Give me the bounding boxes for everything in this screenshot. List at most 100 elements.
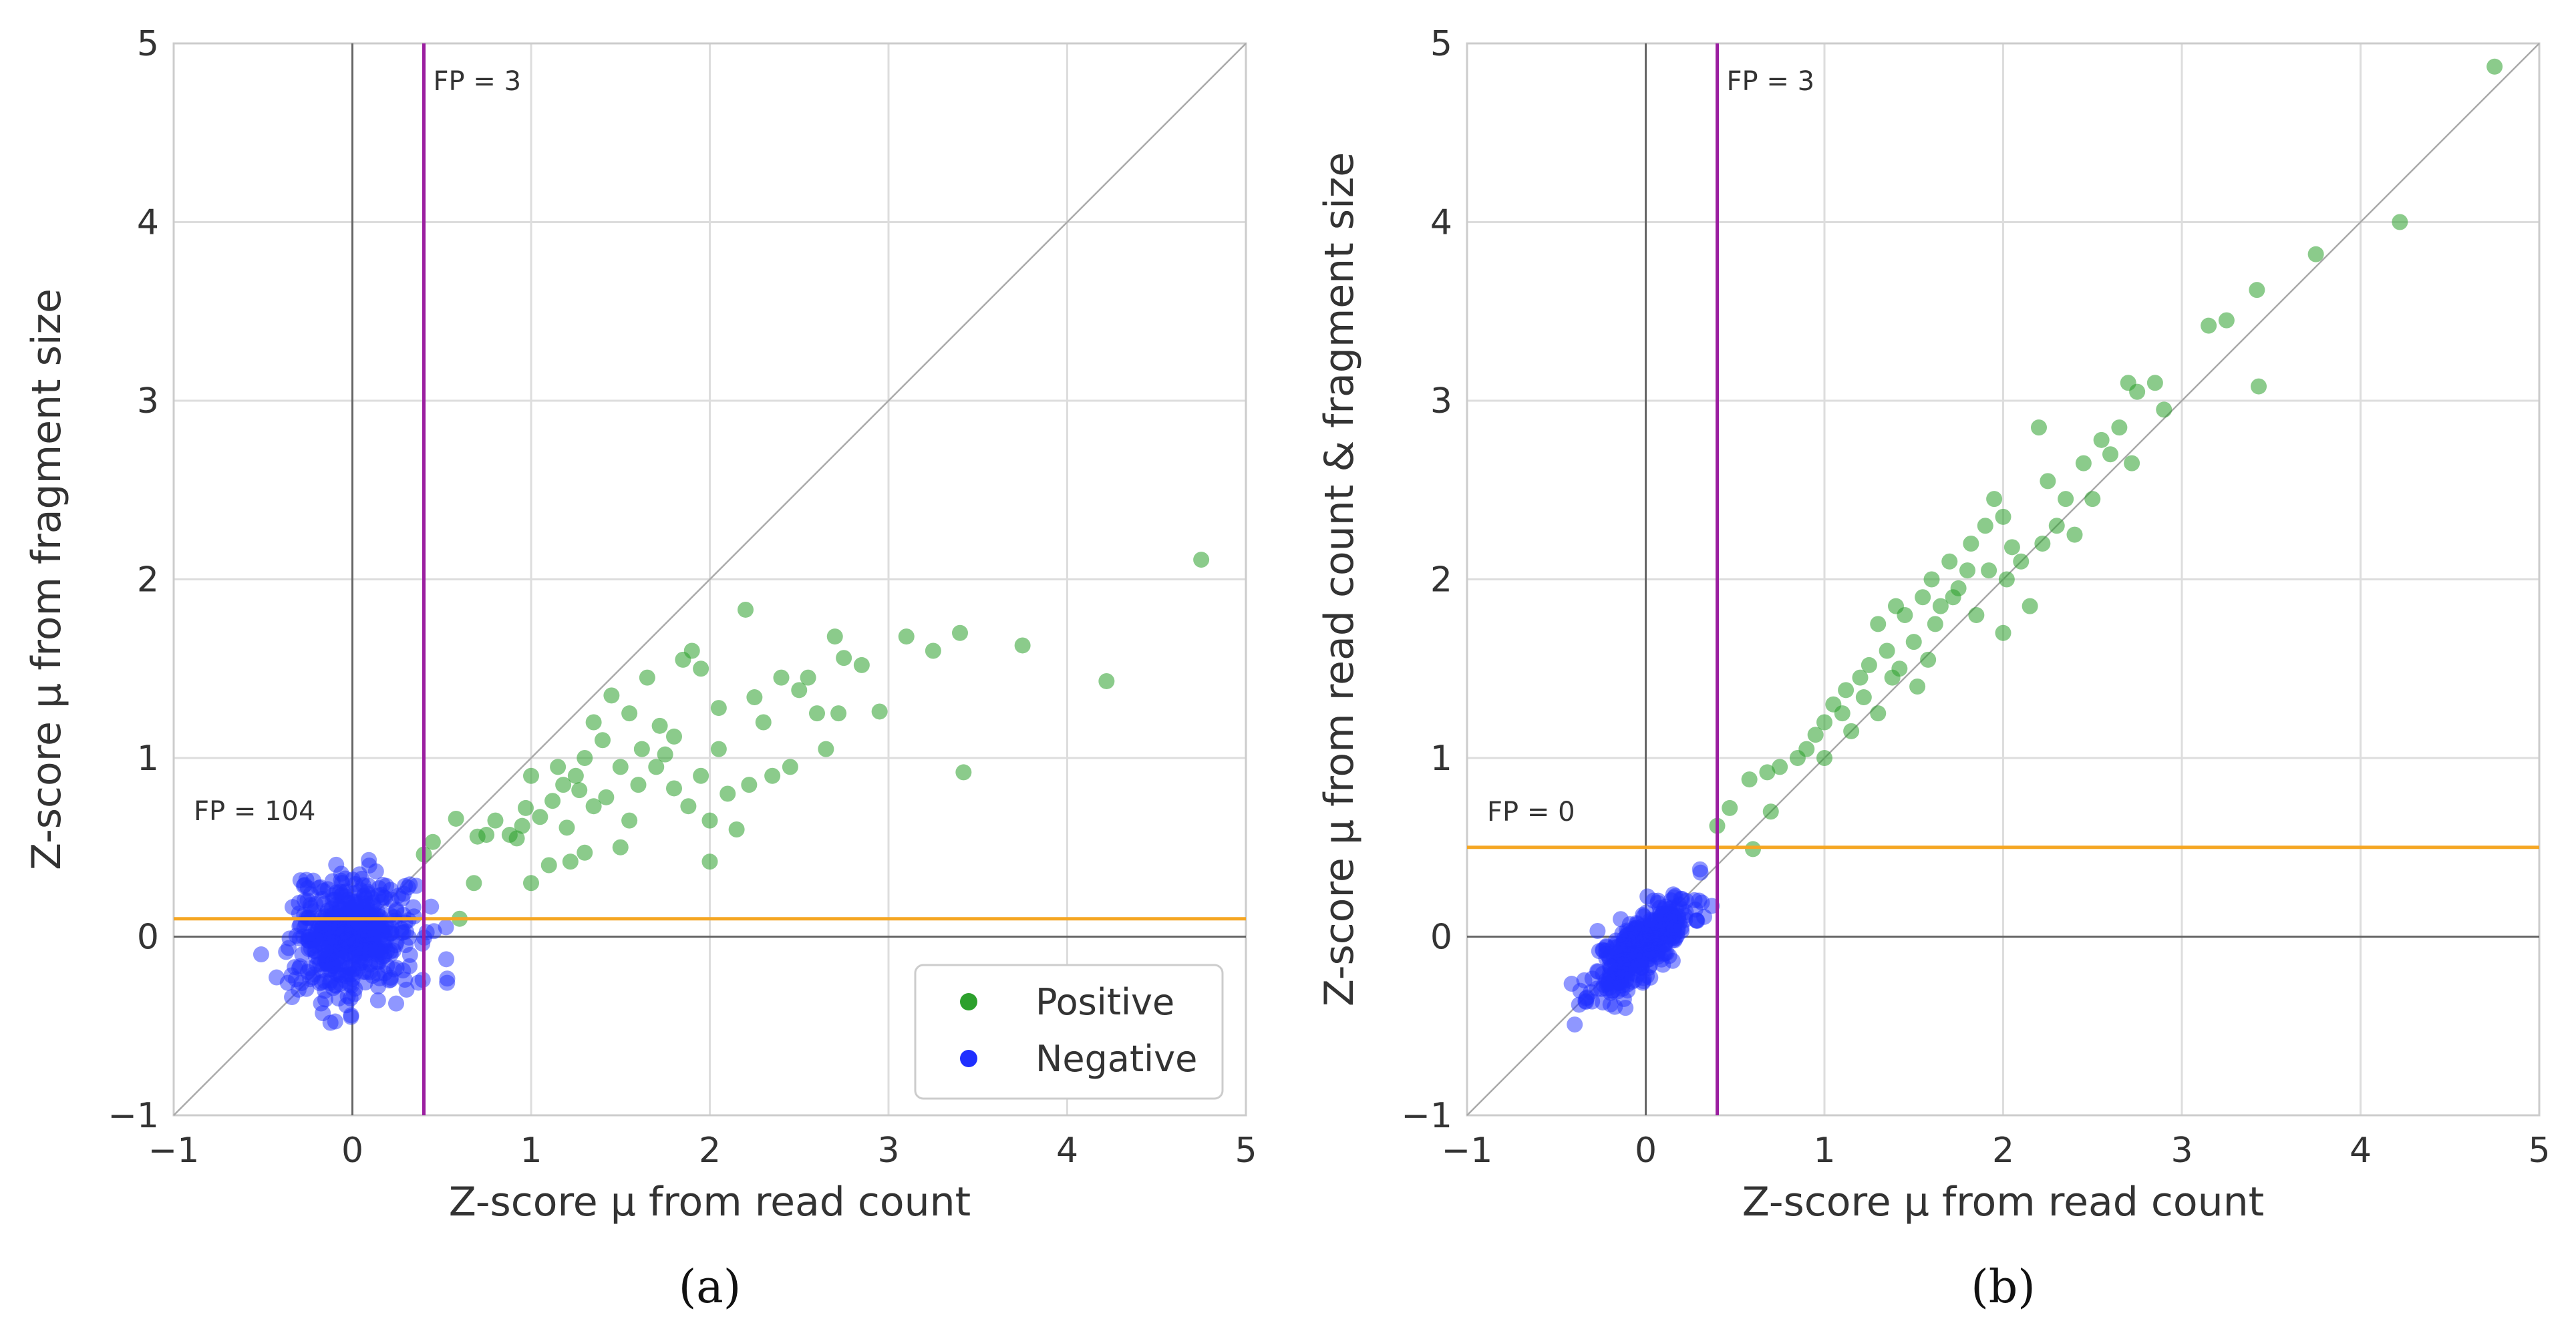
b-x-axis-label: Z-score μ from read count bbox=[1742, 1179, 2264, 1225]
b-point-positive bbox=[1977, 518, 1993, 534]
b-point-positive bbox=[1843, 723, 1860, 739]
a-point-positive bbox=[633, 741, 650, 757]
a-points bbox=[253, 552, 1210, 1031]
a-point-positive bbox=[577, 750, 593, 766]
b-point-negative bbox=[1638, 904, 1655, 921]
a-point-negative bbox=[287, 959, 303, 976]
b-xtick-label: 5 bbox=[2528, 1131, 2550, 1171]
a-ytick-label: 0 bbox=[137, 918, 159, 958]
a-point-negative bbox=[279, 974, 296, 991]
legend-positive-label: Positive bbox=[1035, 981, 1174, 1023]
b-point-positive bbox=[2111, 419, 2128, 436]
a-ytick-label: 5 bbox=[137, 24, 159, 64]
a-ytick-label: 4 bbox=[137, 203, 159, 243]
b-point-positive bbox=[1870, 616, 1887, 632]
b-point-positive bbox=[1981, 562, 1997, 579]
b-panel-label: (b) bbox=[1971, 1261, 2036, 1314]
b-point-positive bbox=[2102, 446, 2118, 463]
a-point-negative bbox=[278, 944, 295, 960]
b-point-negative bbox=[1620, 938, 1637, 955]
a-point-positive bbox=[666, 728, 682, 745]
a-xtick-label: 1 bbox=[520, 1131, 542, 1171]
a-point-negative bbox=[303, 940, 319, 957]
a-point-positive bbox=[853, 656, 870, 673]
a-point-negative bbox=[355, 964, 372, 980]
b-point-positive bbox=[1816, 750, 1832, 766]
b-fp-hline-label: FP = 0 bbox=[1487, 797, 1575, 827]
a-point-positive bbox=[585, 714, 602, 731]
b-point-positive bbox=[2146, 375, 2163, 391]
b-xtick-label: 2 bbox=[1992, 1131, 2014, 1171]
b-point-positive bbox=[1959, 562, 1975, 579]
a-point-positive bbox=[621, 705, 638, 722]
legend-box bbox=[914, 964, 1224, 1100]
a-point-positive bbox=[898, 628, 915, 645]
a-xtick-label: 2 bbox=[699, 1131, 721, 1171]
a-point-negative bbox=[313, 995, 329, 1012]
b-ytick-label: −1 bbox=[1401, 1096, 1452, 1136]
a-point-negative bbox=[253, 946, 269, 963]
a-point-positive bbox=[517, 799, 534, 816]
b-ytick-label: 2 bbox=[1430, 560, 1452, 600]
a-point-positive bbox=[487, 812, 504, 829]
b-point-positive bbox=[2058, 491, 2074, 508]
b-point-positive bbox=[1891, 660, 1908, 677]
b-point-positive bbox=[1741, 771, 1758, 788]
a-point-negative bbox=[398, 981, 415, 998]
a-point-positive bbox=[764, 767, 781, 784]
a-point-positive bbox=[558, 819, 575, 836]
b-point-negative bbox=[1567, 1016, 1583, 1033]
a-point-positive bbox=[577, 844, 593, 861]
a-xtick-label: 4 bbox=[1056, 1131, 1078, 1171]
b-point-positive bbox=[2251, 378, 2267, 395]
a-point-positive bbox=[595, 732, 611, 749]
a-point-negative bbox=[323, 929, 340, 946]
a-point-positive bbox=[1014, 637, 1031, 654]
b-point-positive bbox=[1852, 669, 1869, 686]
a-point-negative bbox=[438, 951, 455, 968]
a-point-positive bbox=[830, 705, 847, 722]
panel-b: −1 0 1 2 3 4 5 −1 0 1 2 3 4 5 Z-score μ from read coun… bbox=[1316, 24, 2551, 1314]
a-point-positive bbox=[791, 682, 808, 699]
a-point-negative bbox=[325, 980, 341, 996]
a-ytick-label: −1 bbox=[108, 1096, 159, 1136]
b-point-positive bbox=[1897, 607, 1913, 623]
a-point-negative bbox=[349, 940, 366, 956]
b-point-positive bbox=[2156, 401, 2172, 418]
b-ytick-label: 3 bbox=[1430, 381, 1452, 421]
b-point-positive bbox=[1915, 589, 1931, 606]
b-plot-frame bbox=[1466, 42, 2541, 1117]
a-point-positive bbox=[540, 857, 557, 874]
b-point-negative bbox=[1657, 898, 1674, 915]
b-point-positive bbox=[1998, 571, 2015, 588]
a-point-positive bbox=[612, 839, 629, 856]
a-point-negative bbox=[335, 884, 352, 900]
a-point-positive bbox=[710, 700, 727, 717]
a-point-negative bbox=[322, 1014, 339, 1031]
a-point-positive bbox=[836, 650, 852, 667]
a-point-positive bbox=[508, 830, 525, 847]
b-point-positive bbox=[1838, 682, 1855, 699]
b-point-positive bbox=[1745, 841, 1761, 858]
a-point-positive bbox=[550, 759, 567, 775]
a-point-negative bbox=[281, 930, 298, 947]
a-point-negative bbox=[377, 931, 394, 948]
a-point-positive bbox=[657, 746, 673, 763]
a-point-positive bbox=[585, 798, 602, 815]
a-point-positive bbox=[466, 875, 482, 892]
a-panel-label: (a) bbox=[679, 1261, 742, 1314]
a-point-negative bbox=[291, 918, 308, 935]
b-xtick-label: −1 bbox=[1442, 1131, 1493, 1171]
a-point-negative bbox=[314, 890, 331, 907]
a-point-positive bbox=[448, 810, 464, 827]
a-point-negative bbox=[332, 947, 349, 964]
a-point-positive bbox=[1193, 552, 1210, 568]
b-point-positive bbox=[2031, 419, 2047, 436]
a-point-negative bbox=[382, 971, 399, 988]
b-point-negative bbox=[1589, 923, 1606, 940]
b-point-positive bbox=[1879, 642, 1895, 659]
b-point-positive bbox=[2048, 518, 2065, 534]
b-point-positive bbox=[2034, 536, 2051, 552]
b-point-positive bbox=[1759, 764, 1776, 781]
